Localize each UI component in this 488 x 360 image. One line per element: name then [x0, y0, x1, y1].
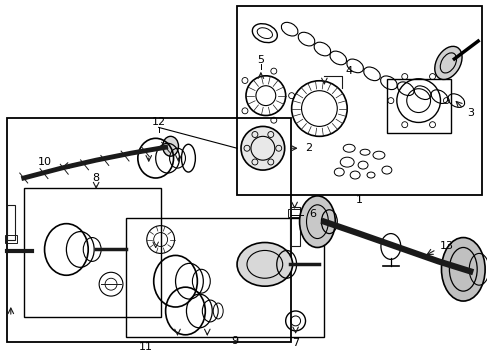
Bar	[386, 79, 450, 133]
Bar	[126, 218, 324, 337]
Ellipse shape	[434, 46, 461, 80]
Ellipse shape	[163, 136, 178, 156]
Bar	[287, 209, 301, 217]
Bar	[24, 188, 161, 317]
Text: 12: 12	[151, 117, 165, 127]
Text: 10: 10	[38, 157, 51, 167]
Circle shape	[241, 126, 284, 170]
Bar	[5, 235, 17, 243]
Ellipse shape	[299, 196, 335, 247]
Bar	[7, 205, 15, 239]
Text: 13: 13	[439, 242, 452, 252]
Ellipse shape	[441, 238, 484, 301]
Ellipse shape	[237, 243, 292, 286]
Text: 3: 3	[466, 108, 473, 117]
Text: 4: 4	[345, 66, 352, 76]
Text: 8: 8	[92, 173, 100, 183]
Text: 2: 2	[305, 143, 311, 153]
Text: 5: 5	[257, 55, 264, 65]
Text: 9: 9	[231, 336, 238, 346]
Text: 6: 6	[308, 209, 315, 219]
Bar	[237, 6, 481, 195]
Bar	[289, 207, 299, 247]
Bar	[7, 118, 290, 342]
Text: 7: 7	[291, 338, 299, 348]
Text: 11: 11	[139, 342, 152, 352]
Text: 1: 1	[355, 195, 362, 205]
